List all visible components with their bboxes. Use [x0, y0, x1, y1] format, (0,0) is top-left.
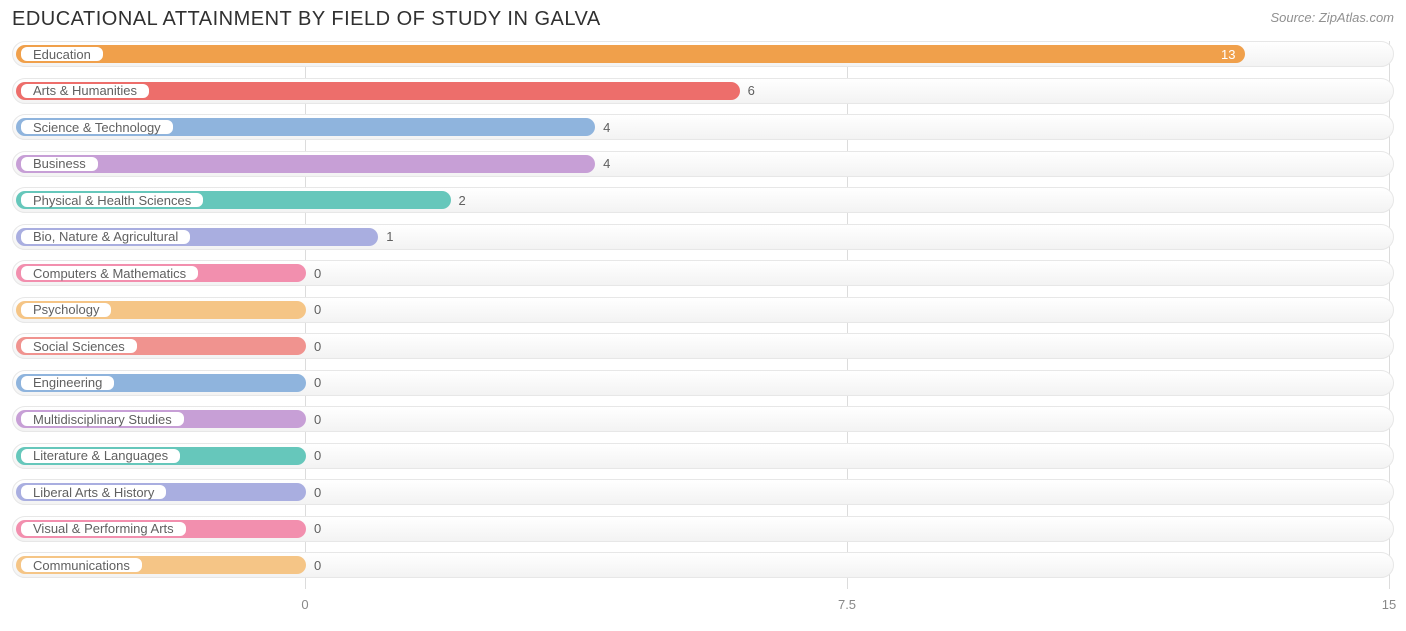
- bar-track: Engineering 0: [12, 370, 1394, 396]
- bar-value: 0: [306, 407, 321, 431]
- bar-value: 6: [740, 79, 755, 103]
- bar-label: Communications: [19, 556, 144, 574]
- bar-value: 0: [306, 371, 321, 395]
- bar-fill: Social Sciences: [16, 337, 306, 355]
- bar-track: Arts & Humanities 6: [12, 78, 1394, 104]
- bar-label: Arts & Humanities: [19, 82, 151, 100]
- bar-fill: Liberal Arts & History: [16, 483, 306, 501]
- bar-label: Physical & Health Sciences: [19, 191, 205, 209]
- x-axis: 0 7.5 15: [12, 593, 1394, 617]
- bar-label: Liberal Arts & History: [19, 483, 168, 501]
- bar-label: Science & Technology: [19, 118, 175, 136]
- bar-label: Social Sciences: [19, 337, 139, 355]
- bar-fill: Multidisciplinary Studies: [16, 410, 306, 428]
- bar-fill: Arts & Humanities: [16, 82, 740, 100]
- bar-value: 0: [306, 553, 321, 577]
- bar-value: 4: [595, 152, 610, 176]
- bar-value: 0: [306, 261, 321, 285]
- chart-title: EDUCATIONAL ATTAINMENT BY FIELD OF STUDY…: [12, 8, 601, 31]
- bar-fill: Communications: [16, 556, 306, 574]
- bars-area: Education 13 Arts & Humanities 6 Science & T…: [12, 41, 1394, 617]
- bar-value: 0: [306, 517, 321, 541]
- bar-track: Visual & Performing Arts 0: [12, 516, 1394, 542]
- chart-header: EDUCATIONAL ATTAINMENT BY FIELD OF STUDY…: [12, 8, 1394, 31]
- bar-fill: Computers & Mathematics: [16, 264, 306, 282]
- bar-fill: Visual & Performing Arts: [16, 520, 306, 538]
- bar-fill: Science & Technology: [16, 118, 595, 136]
- chart-container: EDUCATIONAL ATTAINMENT BY FIELD OF STUDY…: [0, 0, 1406, 631]
- x-axis-tick: 15: [1382, 597, 1396, 612]
- bar-value: 0: [306, 444, 321, 468]
- bar-track: Psychology 0: [12, 297, 1394, 323]
- bar-label: Computers & Mathematics: [19, 264, 200, 282]
- bar-value: 1: [378, 225, 393, 249]
- bar-fill: Bio, Nature & Agricultural: [16, 228, 378, 246]
- bar-value: 0: [306, 298, 321, 322]
- chart-source: Source: ZipAtlas.com: [1270, 10, 1394, 25]
- bar-track: Social Sciences 0: [12, 333, 1394, 359]
- bar-fill: Psychology: [16, 301, 306, 319]
- bar-fill: Business: [16, 155, 595, 173]
- x-axis-tick: 0: [301, 597, 308, 612]
- bar-label: Engineering: [19, 374, 116, 392]
- bar-value: 0: [306, 334, 321, 358]
- bar-track: Liberal Arts & History 0: [12, 479, 1394, 505]
- bar-value: 2: [451, 188, 466, 212]
- bar-label: Psychology: [19, 301, 113, 319]
- bar-label: Visual & Performing Arts: [19, 520, 188, 538]
- bar-label: Education: [19, 45, 105, 63]
- bar-track: Literature & Languages 0: [12, 443, 1394, 469]
- bar-track: Business 4: [12, 151, 1394, 177]
- bar-track: Multidisciplinary Studies 0: [12, 406, 1394, 432]
- bar-fill: Engineering: [16, 374, 306, 392]
- bar-track: Computers & Mathematics 0: [12, 260, 1394, 286]
- x-axis-tick: 7.5: [838, 597, 856, 612]
- bar-value: 4: [595, 115, 610, 139]
- bar-track: Education 13: [12, 41, 1394, 67]
- bar-fill: Physical & Health Sciences: [16, 191, 451, 209]
- bar-track: Bio, Nature & Agricultural 1: [12, 224, 1394, 250]
- bar-track: Communications 0: [12, 552, 1394, 578]
- bar-label: Bio, Nature & Agricultural: [19, 228, 192, 246]
- bar-label: Literature & Languages: [19, 447, 182, 465]
- bar-value: 13: [1221, 45, 1235, 63]
- bar-value: 0: [306, 480, 321, 504]
- bar-label: Business: [19, 155, 100, 173]
- bar-fill: Education 13: [16, 45, 1245, 63]
- bar-track: Physical & Health Sciences 2: [12, 187, 1394, 213]
- bar-fill: Literature & Languages: [16, 447, 306, 465]
- bar-track: Science & Technology 4: [12, 114, 1394, 140]
- bar-label: Multidisciplinary Studies: [19, 410, 186, 428]
